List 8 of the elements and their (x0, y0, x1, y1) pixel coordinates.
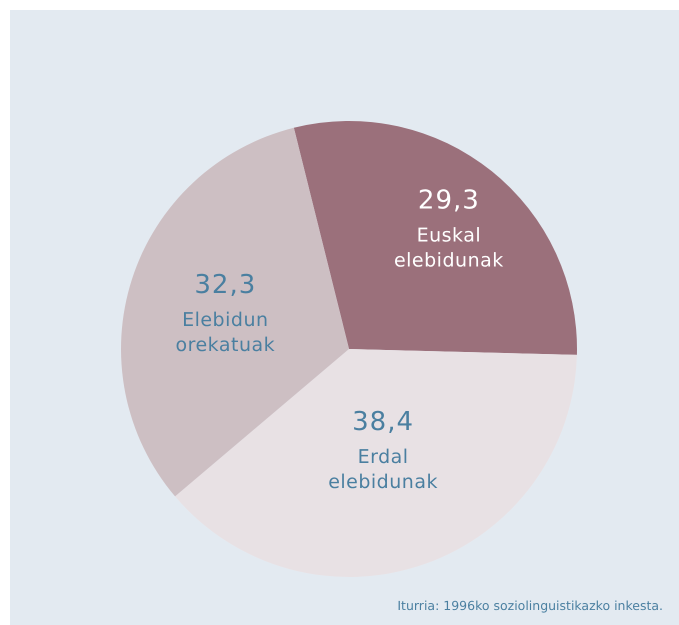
data-label: 32,3 (194, 270, 256, 300)
slice-label: Erdal elebidunak (328, 446, 438, 493)
slice-label: Euskal elebidunak (394, 224, 504, 272)
data-label: 29,3 (418, 186, 480, 216)
text: Iturria: 1996ko soziolinguistikazko inkesta. (397, 598, 663, 613)
slice-label: Elebidun orekatuak (175, 309, 276, 356)
data-label: 38,4 (352, 406, 414, 437)
pie-slice (294, 121, 577, 355)
